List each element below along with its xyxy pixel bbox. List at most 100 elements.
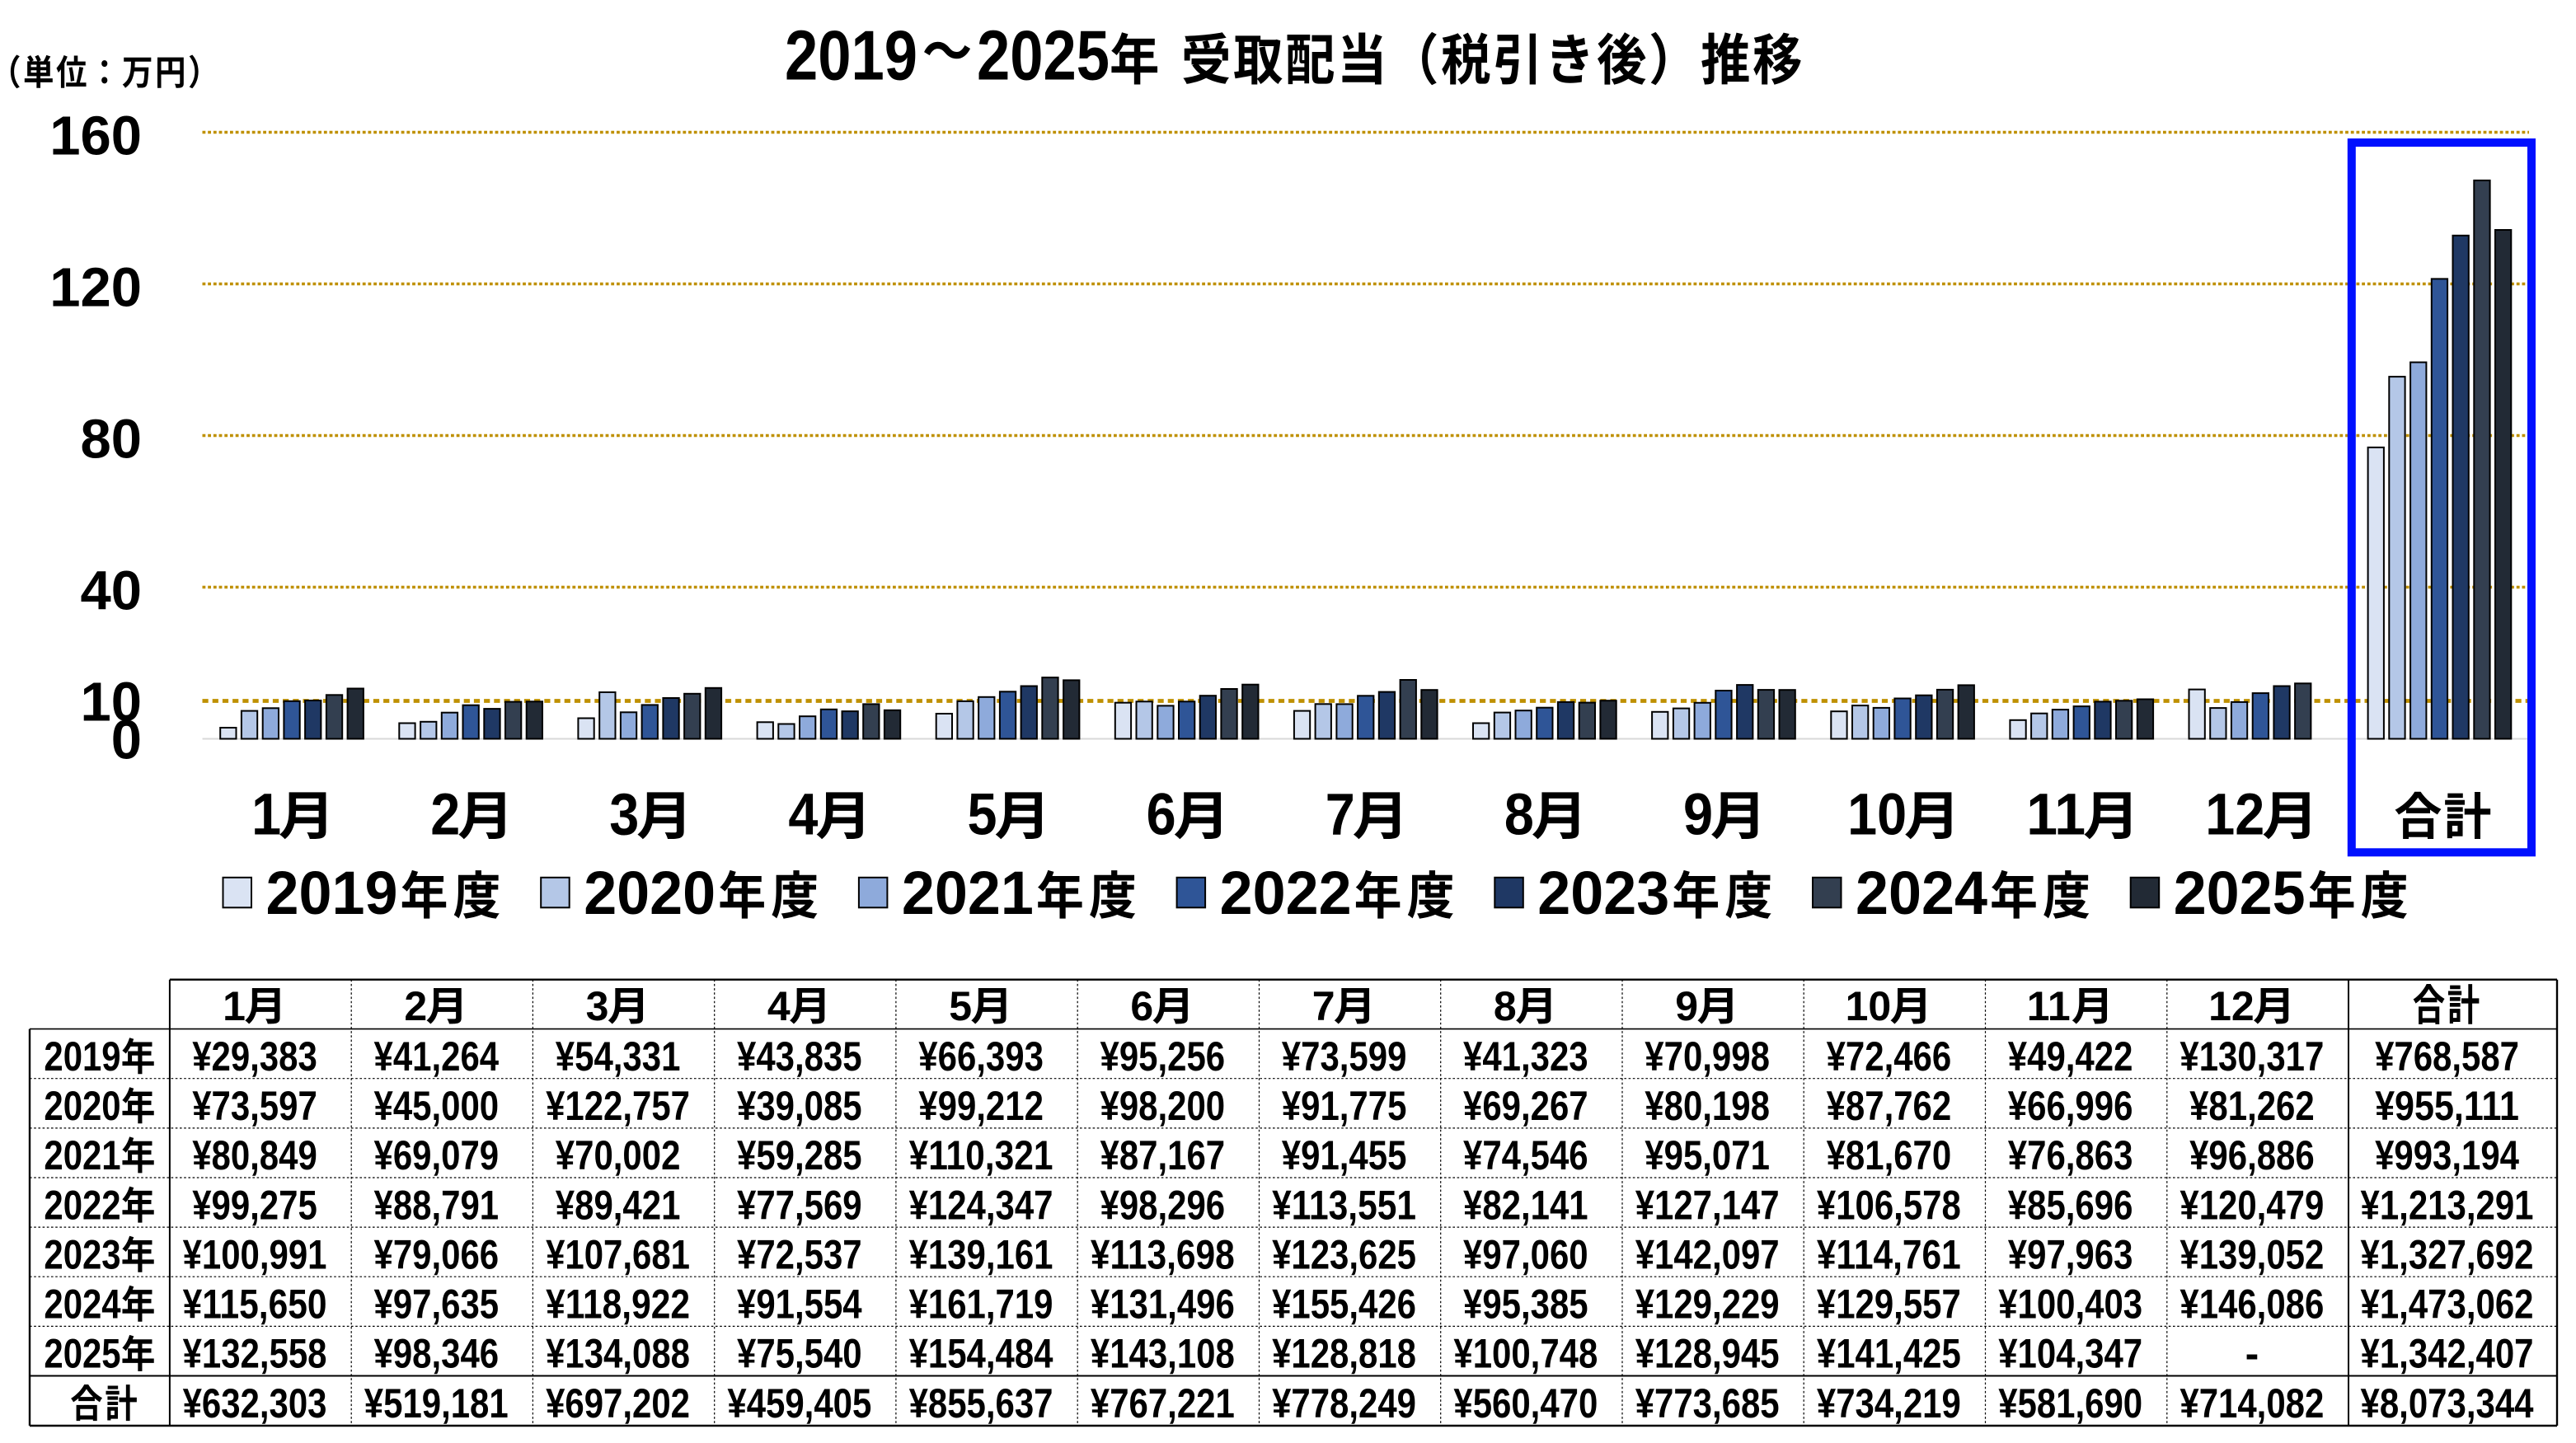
svg-text:¥8,073,344: ¥8,073,344 — [2361, 1380, 2534, 1427]
svg-text:¥146,086: ¥146,086 — [2180, 1281, 2324, 1328]
svg-text:5: 5 — [949, 983, 972, 1029]
svg-text:¥89,421: ¥89,421 — [556, 1182, 681, 1228]
svg-text:2024: 2024 — [1856, 859, 1987, 927]
svg-text:40: 40 — [80, 560, 142, 622]
svg-text:¥72,537: ¥72,537 — [737, 1232, 862, 1278]
svg-text:¥118,922: ¥118,922 — [546, 1281, 690, 1328]
svg-text:6: 6 — [1130, 983, 1153, 1029]
svg-text:¥113,698: ¥113,698 — [1091, 1232, 1235, 1278]
svg-text:¥99,275: ¥99,275 — [192, 1182, 317, 1228]
svg-text:¥122,757: ¥122,757 — [546, 1083, 690, 1129]
svg-text:¥96,886: ¥96,886 — [2189, 1132, 2315, 1178]
svg-text:¥98,296: ¥98,296 — [1100, 1182, 1226, 1228]
svg-text:¥41,323: ¥41,323 — [1463, 1033, 1588, 1080]
svg-text:2024: 2024 — [44, 1281, 120, 1328]
svg-text:¥81,670: ¥81,670 — [1827, 1132, 1952, 1178]
svg-text:¥161,719: ¥161,719 — [909, 1281, 1053, 1328]
svg-text:80: 80 — [80, 409, 142, 471]
svg-text:¥581,690: ¥581,690 — [1998, 1380, 2142, 1427]
svg-text:¥79,066: ¥79,066 — [374, 1232, 500, 1278]
svg-text:¥107,681: ¥107,681 — [546, 1232, 690, 1278]
svg-text:¥100,403: ¥100,403 — [1998, 1281, 2142, 1328]
svg-text:¥155,426: ¥155,426 — [1272, 1281, 1416, 1328]
svg-text:7: 7 — [1326, 783, 1355, 848]
svg-text:¥139,052: ¥139,052 — [2180, 1232, 2324, 1278]
svg-text:¥59,285: ¥59,285 — [737, 1132, 862, 1178]
svg-text:¥43,835: ¥43,835 — [737, 1033, 862, 1080]
svg-text:3: 3 — [586, 983, 609, 1029]
svg-text:¥45,000: ¥45,000 — [374, 1083, 500, 1129]
svg-text:¥82,141: ¥82,141 — [1463, 1182, 1588, 1228]
svg-text:¥142,097: ¥142,097 — [1635, 1232, 1780, 1278]
svg-text:¥95,071: ¥95,071 — [1645, 1132, 1770, 1178]
svg-text:4: 4 — [767, 983, 791, 1029]
svg-text:¥110,321: ¥110,321 — [909, 1132, 1053, 1178]
svg-text:2025: 2025 — [2174, 859, 2306, 927]
svg-text:¥114,761: ¥114,761 — [1817, 1232, 1961, 1278]
svg-text:¥85,696: ¥85,696 — [2008, 1182, 2133, 1228]
svg-text:¥73,597: ¥73,597 — [192, 1083, 317, 1129]
svg-text:¥88,791: ¥88,791 — [374, 1182, 500, 1228]
svg-text:¥560,470: ¥560,470 — [1453, 1380, 1598, 1427]
svg-text:¥773,685: ¥773,685 — [1635, 1380, 1780, 1427]
svg-text:¥80,849: ¥80,849 — [192, 1132, 317, 1178]
svg-text:2022: 2022 — [1220, 859, 1352, 927]
svg-text:8: 8 — [1494, 983, 1517, 1029]
svg-text:¥134,088: ¥134,088 — [546, 1331, 690, 1377]
svg-text:2025: 2025 — [977, 17, 1110, 96]
svg-text:2022: 2022 — [44, 1182, 120, 1228]
svg-text:¥106,578: ¥106,578 — [1817, 1182, 1961, 1228]
svg-text:6: 6 — [1147, 783, 1176, 848]
svg-text:¥128,945: ¥128,945 — [1635, 1331, 1780, 1377]
svg-text:2021: 2021 — [44, 1132, 120, 1178]
svg-text:¥49,422: ¥49,422 — [2008, 1033, 2133, 1080]
svg-text:¥91,455: ¥91,455 — [1282, 1132, 1407, 1178]
svg-text:10: 10 — [80, 672, 142, 733]
svg-text:¥66,393: ¥66,393 — [918, 1033, 1044, 1080]
svg-text:¥129,557: ¥129,557 — [1817, 1281, 1961, 1328]
svg-text:¥74,546: ¥74,546 — [1463, 1132, 1588, 1178]
svg-text:¥113,551: ¥113,551 — [1272, 1182, 1416, 1228]
svg-text:¥115,650: ¥115,650 — [183, 1281, 327, 1328]
svg-text:¥73,599: ¥73,599 — [1282, 1033, 1407, 1080]
svg-text:¥91,775: ¥91,775 — [1282, 1083, 1407, 1129]
svg-text:9: 9 — [1675, 983, 1698, 1029]
svg-text:11: 11 — [2027, 983, 2071, 1029]
svg-text:2: 2 — [404, 983, 427, 1029]
svg-text:¥100,748: ¥100,748 — [1453, 1331, 1598, 1377]
svg-text:2021: 2021 — [902, 859, 1034, 927]
svg-text:¥778,249: ¥778,249 — [1272, 1380, 1416, 1427]
svg-text:¥39,085: ¥39,085 — [737, 1083, 862, 1129]
svg-text:¥714,082: ¥714,082 — [2180, 1380, 2324, 1427]
svg-text:¥129,229: ¥129,229 — [1635, 1281, 1780, 1328]
svg-text:¥29,383: ¥29,383 — [192, 1033, 317, 1080]
svg-text:¥41,264: ¥41,264 — [374, 1033, 500, 1080]
svg-text:¥128,818: ¥128,818 — [1272, 1331, 1416, 1377]
svg-text:12: 12 — [2205, 783, 2264, 848]
svg-text:¥1,327,692: ¥1,327,692 — [2361, 1232, 2534, 1278]
svg-text:¥697,202: ¥697,202 — [546, 1380, 690, 1427]
svg-text:¥154,484: ¥154,484 — [909, 1331, 1053, 1377]
svg-text:¥130,317: ¥130,317 — [2180, 1033, 2324, 1080]
svg-text:¥1,473,062: ¥1,473,062 — [2361, 1281, 2534, 1328]
svg-text:¥97,635: ¥97,635 — [374, 1281, 500, 1328]
svg-text:2019: 2019 — [44, 1033, 120, 1080]
svg-text:¥132,558: ¥132,558 — [183, 1331, 327, 1377]
svg-text:2023: 2023 — [44, 1232, 120, 1278]
svg-text:¥87,762: ¥87,762 — [1827, 1083, 1952, 1129]
svg-text:¥91,554: ¥91,554 — [737, 1281, 862, 1328]
svg-text:¥131,496: ¥131,496 — [1091, 1281, 1235, 1328]
svg-text:¥95,385: ¥95,385 — [1463, 1281, 1588, 1328]
svg-text:¥69,267: ¥69,267 — [1463, 1083, 1588, 1129]
svg-text:¥127,147: ¥127,147 — [1635, 1182, 1780, 1228]
svg-text:¥69,079: ¥69,079 — [374, 1132, 500, 1178]
svg-text:¥123,625: ¥123,625 — [1272, 1232, 1416, 1278]
svg-text:¥97,963: ¥97,963 — [2008, 1232, 2133, 1278]
svg-text:¥141,425: ¥141,425 — [1817, 1331, 1961, 1377]
svg-text:0: 0 — [111, 710, 142, 771]
svg-text:2023: 2023 — [1537, 859, 1669, 927]
svg-text:¥1,342,407: ¥1,342,407 — [2361, 1331, 2534, 1377]
svg-text:¥459,405: ¥459,405 — [727, 1380, 871, 1427]
svg-text:¥143,108: ¥143,108 — [1091, 1331, 1235, 1377]
svg-text:¥767,221: ¥767,221 — [1091, 1380, 1235, 1427]
